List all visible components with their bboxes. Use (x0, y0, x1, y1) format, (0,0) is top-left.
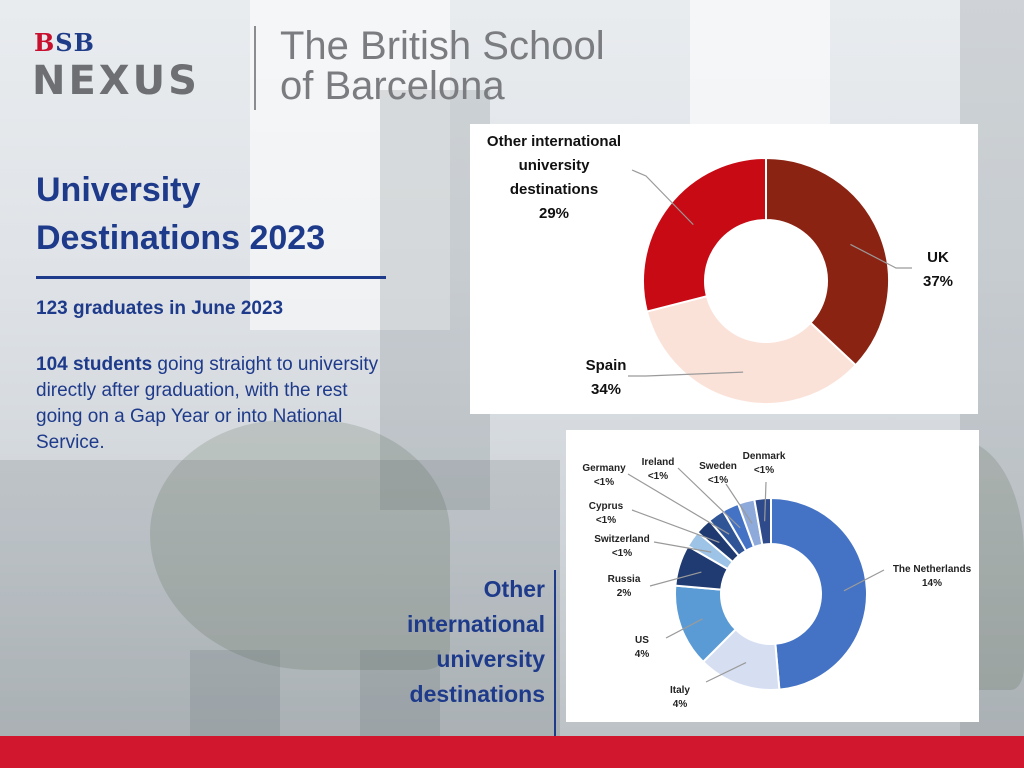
uk-leader-line (850, 243, 912, 269)
page-title: University Destinations 2023 (36, 171, 326, 257)
label-switzerland: Switzerland <1% (594, 534, 650, 559)
spain-label: Spain 34% (586, 357, 627, 398)
label-us: US 4% (635, 635, 650, 660)
graduates-count: 123 graduates in June 2023 (36, 298, 284, 319)
title-underline (36, 276, 386, 279)
logo-divider (254, 26, 256, 110)
slice-other-international-university-destinations (642, 156, 767, 313)
label-italy: Italy 4% (670, 685, 690, 710)
leader-russia (649, 571, 702, 587)
leader-cyprus (631, 509, 720, 543)
international-section-title: Other international university destinati… (406, 576, 545, 707)
label-the-netherlands: The Netherlands 14% (893, 564, 972, 589)
school-name: The British School of Barcelona (280, 24, 605, 108)
slice-uk (765, 156, 890, 367)
leader-italy (705, 662, 747, 683)
other-international-label: Other international university destination… (487, 133, 621, 222)
destinations-donut-chart: UK 37% Spain 34% Other international universi… (487, 133, 953, 405)
other-international-leader-line (631, 169, 694, 226)
school-logo: BSB NEXUS The British School of Barcelon… (32, 26, 605, 110)
leader-denmark (764, 481, 767, 522)
label-sweden: Sweden <1% (699, 461, 737, 486)
nexus-logo-text: NEXUS (32, 58, 200, 104)
slice-the-netherlands (770, 496, 868, 691)
slice-spain (645, 294, 858, 405)
slice-denmark (753, 496, 772, 546)
bsb-logo-text: BSB (34, 28, 95, 57)
leader-germany (627, 473, 730, 535)
label-denmark: Denmark <1% (743, 451, 786, 476)
leader-ireland (677, 467, 741, 529)
footer-bar (0, 736, 1024, 768)
label-cyprus: Cyprus <1% (589, 501, 624, 526)
spain-leader-line (628, 371, 744, 377)
leader-sweden (725, 483, 753, 524)
label-germany: Germany <1% (582, 463, 626, 488)
international-donut-panel: The Netherlands 14% Italy 4% US 4% Russia 2% Swi… (566, 430, 979, 722)
destinations-donut-panel: UK 37% Spain 34% Other international universi… (470, 124, 978, 414)
international-donut-chart: The Netherlands 14% Italy 4% US 4% Russia 2% Swi… (582, 451, 972, 710)
leader-us (665, 618, 703, 639)
students-description: 104 students going straight to universit… (36, 354, 379, 453)
uk-label: UK 37% (923, 249, 953, 290)
section-divider (554, 570, 556, 736)
leader-switzerland (653, 541, 712, 553)
leader-the-netherlands (843, 569, 885, 592)
label-russia: Russia 2% (608, 574, 641, 599)
label-ireland: Ireland <1% (642, 457, 675, 482)
